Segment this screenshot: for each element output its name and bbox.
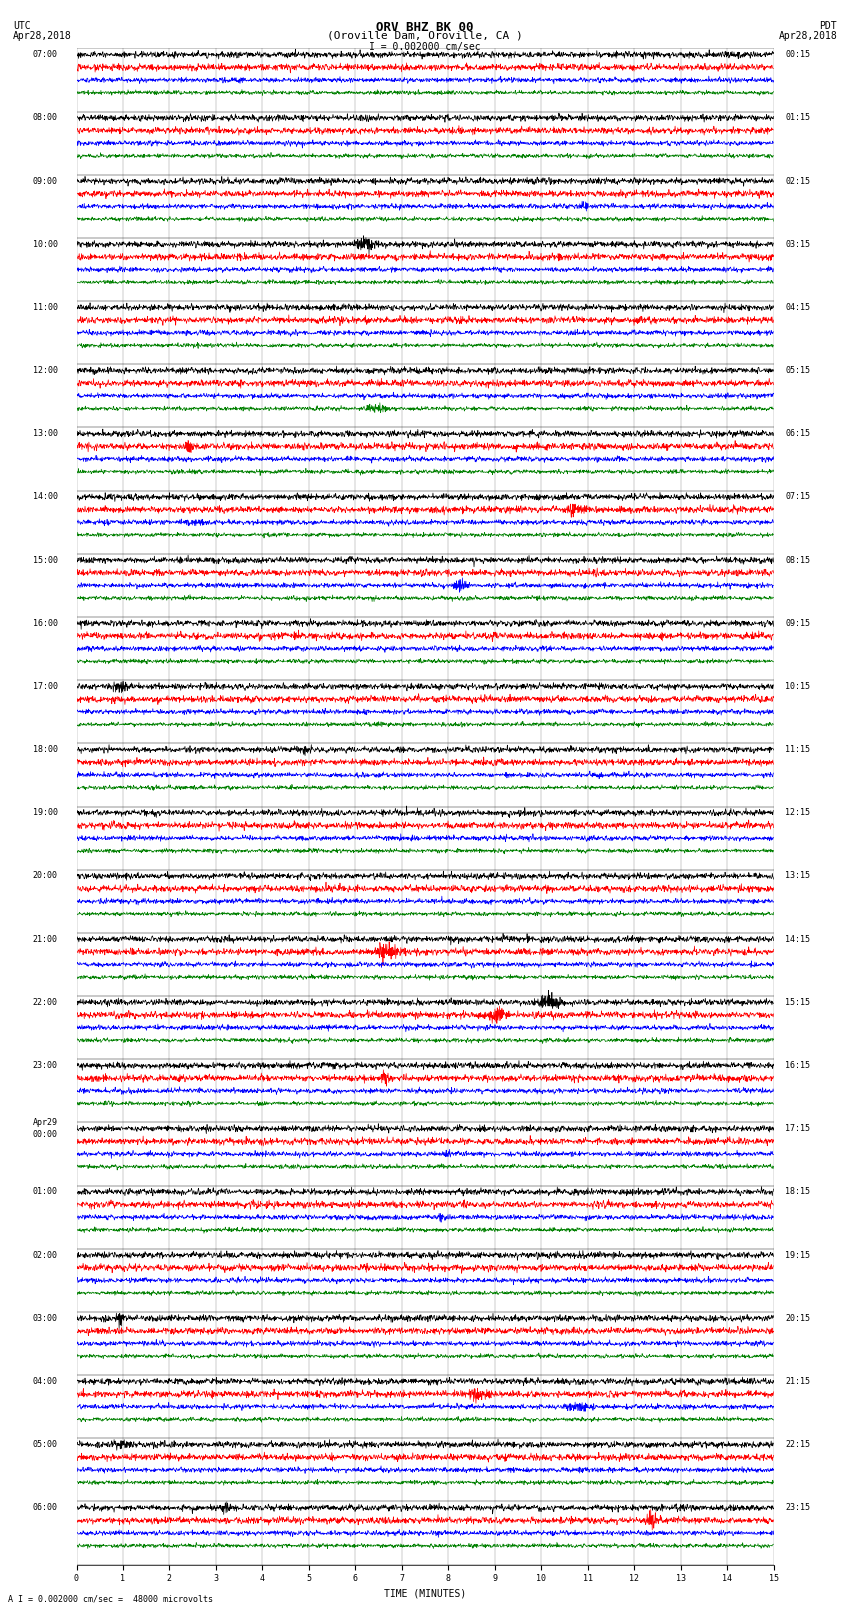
Text: 09:15: 09:15 [785,619,810,627]
Text: I = 0.002000 cm/sec: I = 0.002000 cm/sec [369,42,481,52]
Text: 08:15: 08:15 [785,555,810,565]
Text: 19:00: 19:00 [33,808,58,818]
Text: 14:00: 14:00 [33,492,58,502]
Text: 11:00: 11:00 [33,303,58,311]
Text: 22:15: 22:15 [785,1440,810,1448]
Text: 06:15: 06:15 [785,429,810,439]
Text: 01:15: 01:15 [785,113,810,123]
Text: UTC: UTC [13,21,31,31]
Text: 21:00: 21:00 [33,934,58,944]
Text: 13:15: 13:15 [785,871,810,881]
Text: 18:15: 18:15 [785,1187,810,1197]
Text: 02:15: 02:15 [785,176,810,185]
Text: 04:00: 04:00 [33,1378,58,1386]
Text: 03:15: 03:15 [785,240,810,248]
Text: 11:15: 11:15 [785,745,810,755]
X-axis label: TIME (MINUTES): TIME (MINUTES) [384,1589,466,1598]
Text: Apr28,2018: Apr28,2018 [13,31,71,40]
Text: 20:00: 20:00 [33,871,58,881]
Text: 15:15: 15:15 [785,998,810,1007]
Text: 21:15: 21:15 [785,1378,810,1386]
Text: 18:00: 18:00 [33,745,58,755]
Text: A I = 0.002000 cm/sec =  48000 microvolts: A I = 0.002000 cm/sec = 48000 microvolts [8,1594,213,1603]
Text: 12:00: 12:00 [33,366,58,376]
Text: 14:15: 14:15 [785,934,810,944]
Text: 07:15: 07:15 [785,492,810,502]
Text: 16:00: 16:00 [33,619,58,627]
Text: Apr28,2018: Apr28,2018 [779,31,837,40]
Text: 10:00: 10:00 [33,240,58,248]
Text: 15:00: 15:00 [33,555,58,565]
Text: Apr29: Apr29 [33,1118,58,1127]
Text: 22:00: 22:00 [33,998,58,1007]
Text: 23:15: 23:15 [785,1503,810,1513]
Text: 05:15: 05:15 [785,366,810,376]
Text: 10:15: 10:15 [785,682,810,690]
Text: 23:00: 23:00 [33,1061,58,1069]
Text: 12:15: 12:15 [785,808,810,818]
Text: 02:00: 02:00 [33,1250,58,1260]
Text: 13:00: 13:00 [33,429,58,439]
Text: 16:15: 16:15 [785,1061,810,1069]
Text: 00:00: 00:00 [33,1131,58,1139]
Text: 19:15: 19:15 [785,1250,810,1260]
Text: ORV BHZ BK 00: ORV BHZ BK 00 [377,21,473,34]
Text: (Oroville Dam, Oroville, CA ): (Oroville Dam, Oroville, CA ) [327,31,523,40]
Text: 07:00: 07:00 [33,50,58,60]
Text: 06:00: 06:00 [33,1503,58,1513]
Text: 08:00: 08:00 [33,113,58,123]
Text: 17:15: 17:15 [785,1124,810,1134]
Text: PDT: PDT [819,21,837,31]
Text: 04:15: 04:15 [785,303,810,311]
Text: 00:15: 00:15 [785,50,810,60]
Text: 20:15: 20:15 [785,1313,810,1323]
Text: 17:00: 17:00 [33,682,58,690]
Text: 03:00: 03:00 [33,1313,58,1323]
Text: 01:00: 01:00 [33,1187,58,1197]
Text: 09:00: 09:00 [33,176,58,185]
Text: 05:00: 05:00 [33,1440,58,1448]
